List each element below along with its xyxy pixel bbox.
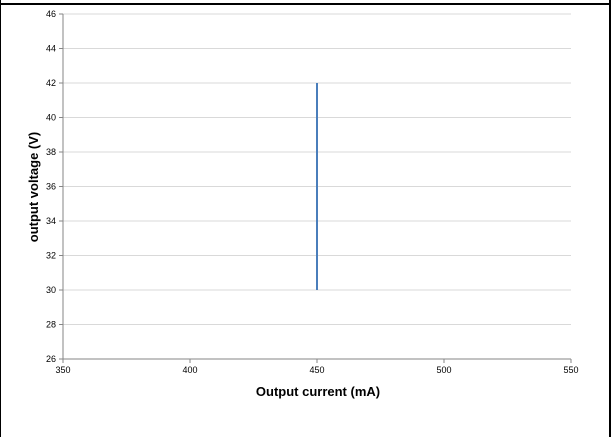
x-tick-label: 450 bbox=[309, 365, 324, 375]
frame-top-border bbox=[0, 3, 611, 5]
frame-left-border bbox=[0, 0, 1, 437]
y-tick-label: 32 bbox=[46, 251, 56, 261]
y-tick-label: 36 bbox=[46, 182, 56, 192]
y-tick-label: 26 bbox=[46, 354, 56, 364]
y-tick-label: 46 bbox=[46, 9, 56, 19]
y-axis-label: output voltage (V) bbox=[26, 132, 41, 243]
y-tick-labels: 26 28 30 32 34 36 38 40 42 44 46 bbox=[46, 9, 56, 364]
frame-right-border bbox=[609, 0, 611, 437]
x-tick-label: 550 bbox=[563, 365, 578, 375]
x-tick-labels: 350 400 450 500 550 bbox=[55, 365, 578, 375]
y-tick-label: 28 bbox=[46, 320, 56, 330]
x-tick-label: 500 bbox=[436, 365, 451, 375]
x-tick-label: 350 bbox=[55, 365, 70, 375]
y-tick-label: 34 bbox=[46, 216, 56, 226]
y-tick-label: 30 bbox=[46, 285, 56, 295]
y-tick-label: 44 bbox=[46, 44, 56, 54]
x-tick-label: 400 bbox=[182, 365, 197, 375]
y-tick-label: 42 bbox=[46, 78, 56, 88]
y-tick-label: 40 bbox=[46, 113, 56, 123]
x-axis-label: Output current (mA) bbox=[256, 384, 380, 399]
axes bbox=[59, 13, 572, 363]
y-tick-label: 38 bbox=[46, 147, 56, 157]
